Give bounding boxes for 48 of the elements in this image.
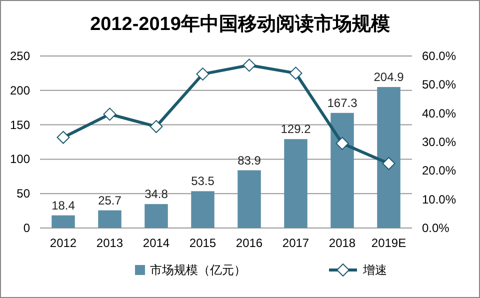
bar (98, 210, 122, 228)
bar (238, 170, 261, 228)
bar (144, 204, 168, 228)
bar (284, 139, 308, 228)
bar (52, 215, 75, 228)
y2-tick-label: 0.0% (422, 221, 450, 235)
x-tick-label: 2015 (189, 236, 216, 250)
point (196, 68, 210, 81)
x-tick-label: 2019E (371, 236, 406, 250)
point (242, 58, 256, 72)
text: 34.8 (144, 187, 168, 202)
bar (330, 112, 354, 228)
text: 25.7 (98, 193, 122, 208)
text: 83.9 (238, 153, 261, 168)
point (103, 108, 116, 121)
x-tick-label: 2013 (96, 236, 124, 250)
y-tick-label: 50 (16, 186, 30, 201)
x-tick-label: 2018 (328, 236, 356, 250)
y-tick-label: 0 (23, 221, 30, 235)
point (289, 66, 302, 80)
text: 18.4 (52, 198, 75, 212)
legend-label: 市场规模（亿元） (150, 263, 246, 277)
x-tick-label: 2016 (236, 236, 263, 250)
x-tick-label: 2014 (142, 236, 170, 250)
point (382, 157, 396, 170)
y-tick-label: 100 (10, 152, 30, 166)
text: 204.9 (374, 70, 404, 84)
text: 167.3 (327, 96, 358, 110)
y-tick-label: 250 (10, 49, 30, 63)
y2-tick-label: 20.0% (422, 164, 456, 178)
bar (191, 191, 214, 228)
point (336, 136, 349, 150)
y2-tick-label: 60.0% (422, 49, 456, 63)
y-tick-label: 150 (10, 118, 30, 132)
x-tick-label: 2012 (50, 236, 77, 250)
chart-title: 2012-2019年中国移动阅读市场规模 (90, 13, 390, 35)
y-tick-label: 200 (10, 83, 30, 98)
y2-tick-label: 40.0% (422, 106, 456, 120)
bar (377, 87, 400, 228)
text: 129.2 (280, 122, 311, 136)
legend-label: 增速 (362, 263, 387, 277)
point (150, 120, 163, 134)
point (56, 130, 70, 144)
y2-tick-label: 10.0% (422, 192, 456, 206)
y2-tick-label: 30.0% (422, 135, 456, 149)
y2-tick-label: 50.0% (422, 78, 456, 92)
text: 53.5 (191, 174, 214, 188)
x-tick-label: 2017 (282, 236, 310, 250)
